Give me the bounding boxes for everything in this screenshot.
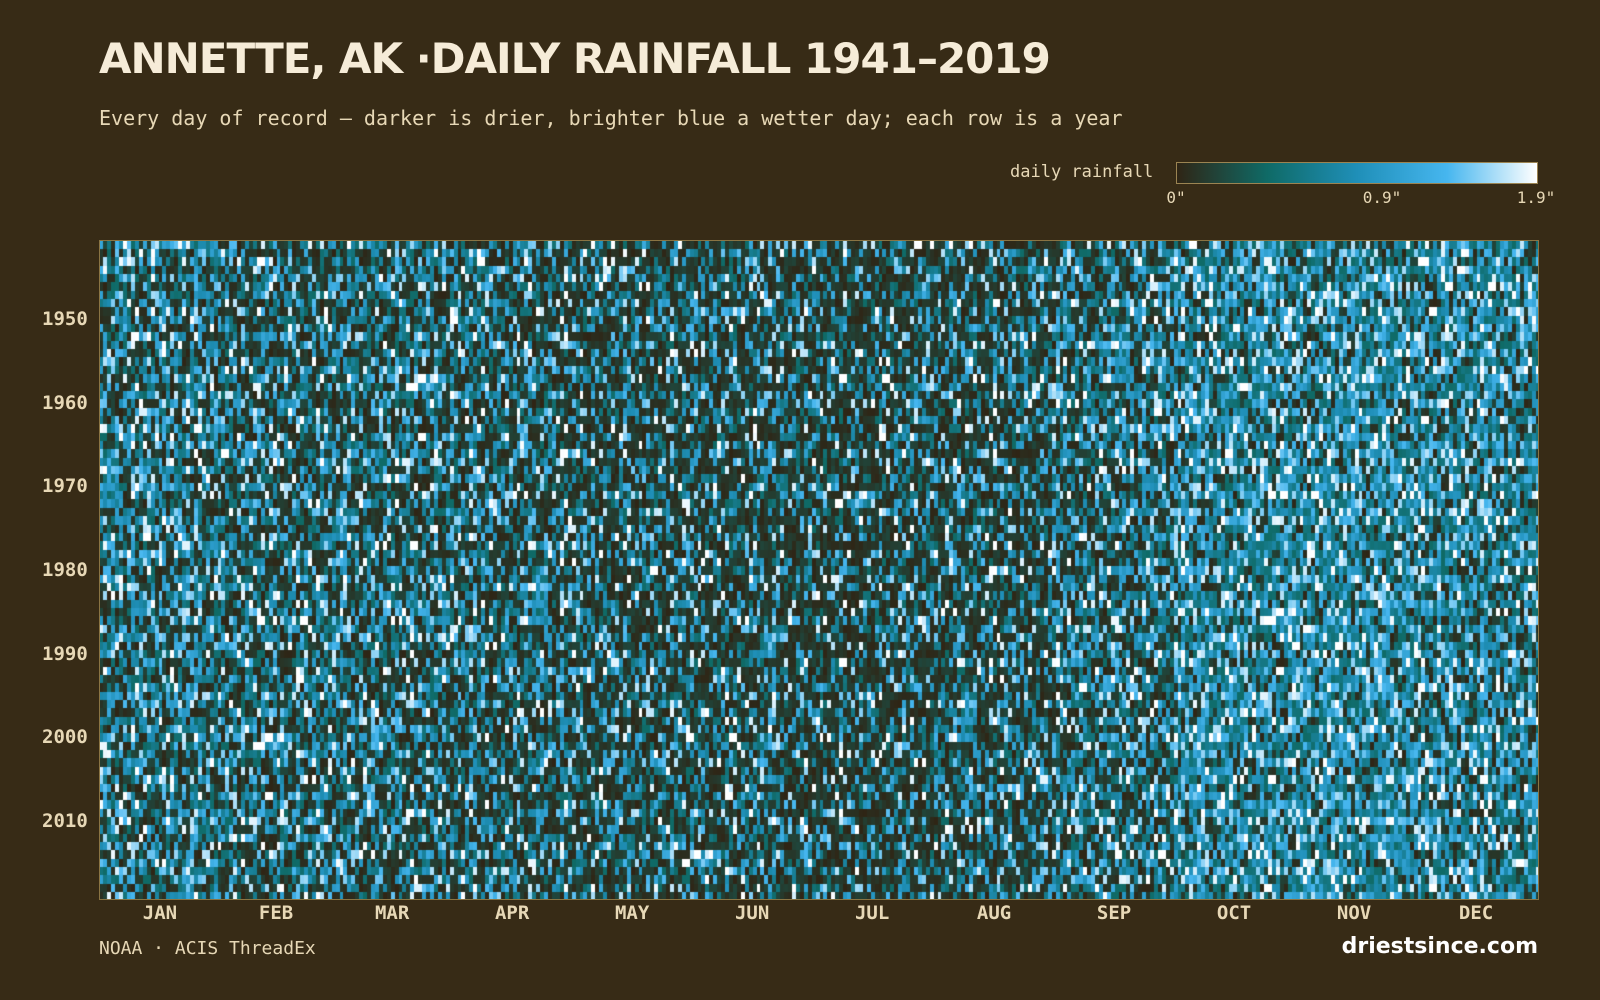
x-tick-label: MAY [614, 902, 650, 924]
heatmap-cells [100, 241, 1538, 899]
legend-tick-min: 0" [1166, 188, 1186, 207]
y-tick-label: 1950 [42, 308, 88, 331]
y-tick-label: 1970 [42, 475, 88, 498]
y-tick-label: 1980 [42, 559, 88, 581]
brand-link[interactable]: driestsince.com [1341, 934, 1538, 959]
legend-tick-mid: 0.9" [1362, 188, 1402, 207]
legend-tick-max: 1.9" [1516, 188, 1556, 207]
x-tick-label: OCT [1216, 902, 1252, 924]
y-tick-label: 1990 [42, 642, 88, 665]
x-tick-label: JAN [142, 902, 178, 924]
x-tick-label: MAR [374, 902, 410, 924]
x-tick-label: JUN [734, 902, 770, 924]
x-tick-label: NOV [1336, 902, 1372, 924]
x-tick-label: JUL [854, 902, 890, 924]
x-tick-label: DEC [1458, 902, 1494, 924]
y-tick-label: 1960 [42, 391, 88, 414]
chart-title: ANNETTE, AK ·DAILY RAINFALL 1941–2019 [99, 34, 1051, 83]
rainfall-heatmap [99, 240, 1539, 900]
y-tick-label: 2000 [42, 726, 88, 749]
x-tick-label: FEB [258, 902, 294, 924]
source-credit: NOAA · ACIS ThreadEx [99, 938, 316, 959]
x-tick-label: AUG [976, 902, 1012, 924]
y-tick-label: 2010 [42, 809, 88, 832]
legend-label: daily rainfall [1010, 162, 1154, 182]
x-tick-label: SEP [1096, 902, 1132, 924]
x-tick-label: APR [494, 902, 530, 924]
chart-subtitle: Every day of record — darker is drier, b… [99, 106, 1123, 130]
legend-color-bar [1176, 162, 1538, 184]
